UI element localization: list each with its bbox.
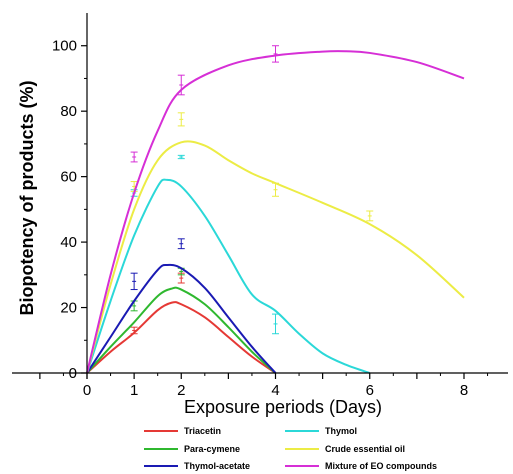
y-tick-label: 100 [52,38,77,55]
series-thymol [86,154,371,374]
series-line-crude-essential-oil [86,140,465,374]
legend-item-thymol-acetate: Thymol-acetate [144,461,250,471]
legend-label: Triacetin [184,426,221,436]
series-para-cymene [86,267,277,374]
error-bar-crude-essential-oil [366,210,374,222]
series-thymol-acetate [86,238,277,374]
series-line-para-cymene [86,286,277,374]
y-tick-label: 60 [60,169,77,186]
axes: 0 20 40 60 80 100 0 1 2 4 6 8 [12,13,508,399]
y-axis-title: Biopotency of products (%) [17,81,37,316]
error-bar-mixture-of-eo-compounds [177,74,185,96]
legend-item-para-cymene: Para-cymene [144,444,240,454]
error-bar-crude-essential-oil [272,182,279,197]
legend-item-mixture-of-eo-compounds: Mixture of EO compounds [285,461,437,471]
x-tick-label: 0 [83,382,91,399]
x-tick-label: 1 [130,382,138,399]
series-mixture-of-eo-compounds [86,45,465,374]
y-tick-label: 0 [69,365,77,382]
y-tick-label: 80 [60,103,77,120]
error-bar-thymol [177,154,185,160]
legend-label: Mixture of EO compounds [325,461,437,471]
legend-item-thymol: Thymol [285,426,357,436]
series-line-triacetin [86,301,277,374]
error-bar-mixture-of-eo-compounds [130,151,138,163]
legend-item-triacetin: Triacetin [144,426,221,436]
error-bar-crude-essential-oil [177,112,185,127]
series-line-thymol [86,178,371,374]
legend-label: Para-cymene [184,444,240,454]
x-tick-label: 4 [271,382,279,399]
legend-label: Thymol [325,426,357,436]
series-line-thymol-acetate [86,263,277,374]
series-line-mixture-of-eo-compounds [86,50,465,374]
error-bar-thymol-acetate [130,272,138,291]
plot-area [86,45,465,374]
x-axis-title: Exposure periods (Days) [184,397,382,417]
x-tick-label: 2 [177,382,185,399]
x-tick-label: 8 [460,382,468,399]
error-bar-triacetin [130,326,138,335]
error-bar-thymol-acetate [177,238,185,250]
legend-item-crude-essential-oil: Crude essential oil [285,444,405,454]
x-tick-label: 6 [366,382,374,399]
y-tick-label: 40 [60,234,77,251]
error-bar-mixture-of-eo-compounds [272,45,279,63]
legend-label: Thymol-acetate [184,461,250,471]
y-tick-label: 20 [60,300,77,317]
legend-label: Crude essential oil [325,444,405,454]
legend: Triacetin Thymol Para-cymene Crude essentia… [144,426,437,471]
error-bar-thymol [272,313,279,335]
